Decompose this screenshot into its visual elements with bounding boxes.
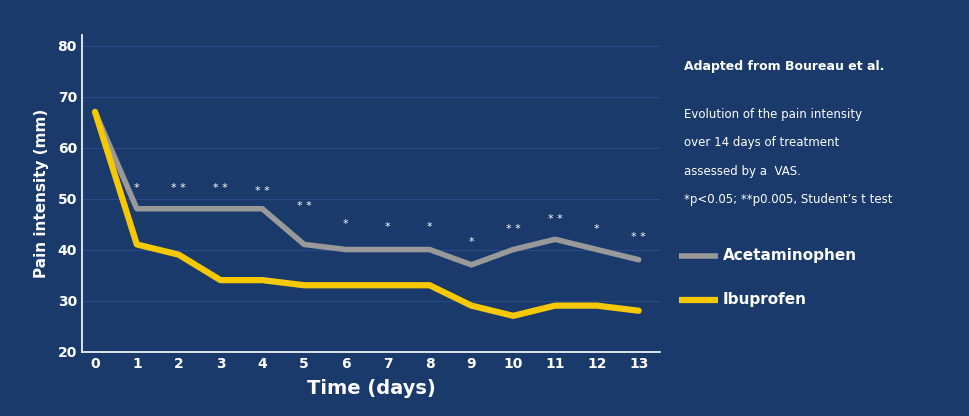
Text: *: *: [343, 219, 349, 229]
Text: * *: * *: [213, 183, 228, 193]
X-axis label: Time (days): Time (days): [306, 379, 435, 399]
Text: assessed by a  VAS.: assessed by a VAS.: [683, 165, 799, 178]
Text: * *: * *: [547, 214, 562, 224]
Text: Acetaminophen: Acetaminophen: [722, 248, 856, 263]
Text: *: *: [468, 237, 474, 247]
Text: *: *: [426, 222, 432, 232]
Y-axis label: Pain intensity (mm): Pain intensity (mm): [34, 109, 49, 278]
Text: over 14 days of treatment: over 14 days of treatment: [683, 136, 838, 149]
Text: * *: * *: [172, 183, 186, 193]
Text: *: *: [134, 183, 140, 193]
Text: * *: * *: [631, 232, 645, 242]
Text: Ibuprofen: Ibuprofen: [722, 292, 806, 307]
Text: Evolution of the pain intensity: Evolution of the pain intensity: [683, 108, 861, 121]
Text: Adapted from Boureau et al.: Adapted from Boureau et al.: [683, 60, 884, 73]
Text: * *: * *: [255, 186, 269, 196]
Text: *: *: [385, 222, 391, 232]
Text: * *: * *: [505, 224, 520, 234]
Text: * *: * *: [297, 201, 311, 211]
Text: *: *: [593, 224, 599, 234]
Text: *p<0.05; **p0.005, Student’s t test: *p<0.05; **p0.005, Student’s t test: [683, 193, 891, 206]
